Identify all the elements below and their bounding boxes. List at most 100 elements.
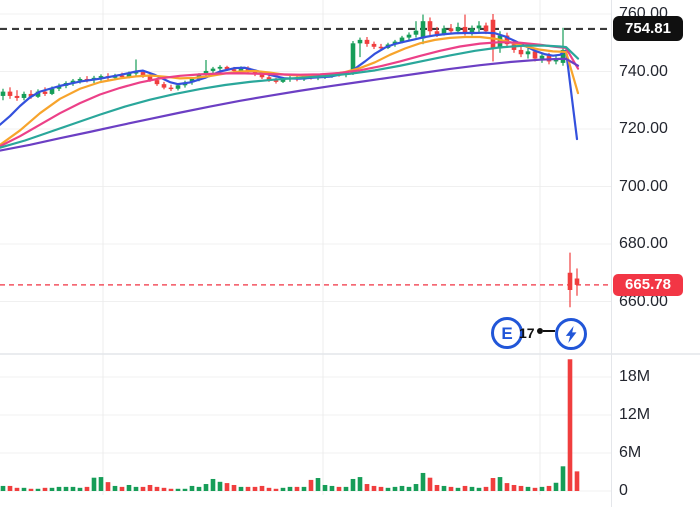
earnings-event-icon[interactable]: E (491, 317, 523, 349)
candle-body (98, 76, 104, 78)
candle-body (77, 78, 83, 81)
candle-body (119, 75, 125, 78)
ma-pink (0, 41, 580, 148)
volume-bar (280, 487, 286, 491)
candle-body (434, 31, 440, 35)
volume-bar (49, 487, 55, 491)
volume-bar (91, 477, 97, 491)
candle-body (357, 39, 363, 44)
candle-body (35, 91, 41, 97)
candle-body (133, 72, 139, 74)
volume-bar (168, 488, 174, 491)
candle-body (483, 25, 489, 32)
volume-bar (469, 486, 475, 491)
volume-axis-label: 6M (619, 444, 642, 461)
volume-bar (350, 478, 356, 491)
candle-body (224, 66, 230, 70)
volume-bar (329, 485, 335, 491)
volume-bar (217, 481, 223, 491)
candle-body (147, 76, 153, 81)
volume-bar (546, 485, 552, 491)
candle-body (259, 74, 265, 78)
candle-body (427, 21, 433, 32)
volume-bar (0, 485, 6, 491)
candle-body (413, 30, 419, 35)
candle-body (378, 46, 384, 49)
price-axis-label: 660.00 (619, 292, 668, 310)
volume-bar (245, 486, 251, 491)
candle-body (441, 28, 447, 35)
candle-body (126, 73, 132, 77)
candle-body (273, 80, 279, 82)
volume-bar (259, 485, 265, 491)
volume-bar (504, 483, 510, 491)
volume-bar (301, 486, 307, 491)
candle-body (7, 91, 13, 96)
candle-body (203, 70, 209, 75)
volume-bar (119, 486, 125, 491)
volume-bar (28, 488, 34, 491)
volume-axis-label: 18M (619, 368, 651, 385)
volume-bar (161, 487, 167, 491)
volume-bar (63, 486, 69, 491)
volume-bar (147, 484, 153, 491)
ma-slow-purple (0, 57, 580, 152)
candle-body (231, 69, 237, 71)
volume-bar (322, 484, 328, 491)
alert-event-icon[interactable] (555, 318, 587, 350)
candle-body (0, 91, 6, 96)
volume-bar (427, 477, 433, 491)
volume-bar (385, 487, 391, 491)
volume-bar (70, 486, 76, 491)
candle-body (70, 80, 76, 83)
volume-bar (490, 478, 496, 491)
candle-body (371, 43, 377, 47)
candle-body (574, 278, 580, 285)
candle-body (28, 93, 34, 97)
volume-bar (574, 471, 580, 491)
volume-bar (553, 482, 559, 491)
volume-bar (294, 486, 300, 491)
volume-bar (56, 486, 62, 491)
volume-bar (357, 477, 363, 491)
candle-body (406, 34, 412, 38)
volume-bar (126, 484, 132, 491)
candle-body (504, 35, 510, 45)
volume-bar (266, 487, 272, 491)
volume-bar (210, 478, 216, 491)
volume-bar (182, 488, 188, 491)
volume-bar (441, 485, 447, 491)
candle-body (567, 272, 573, 290)
volume-bar (14, 487, 20, 491)
candle-body (21, 93, 27, 98)
volume-bar (203, 484, 209, 491)
volume-bar (483, 486, 489, 491)
candle-body (245, 67, 251, 72)
volume-bar (539, 486, 545, 491)
candle-body (532, 51, 538, 59)
ma-teal (0, 44, 580, 149)
volume-bar (98, 477, 104, 491)
volume-bar (308, 479, 314, 491)
candle-body (420, 21, 426, 39)
candle-body (266, 77, 272, 81)
candle-body (539, 55, 545, 59)
volume-bar (189, 485, 195, 491)
volume-bar (196, 486, 202, 491)
volume-bar (525, 486, 531, 491)
price-axis-label: 700.00 (619, 177, 668, 195)
volume-bar (448, 486, 454, 491)
volume-bar (371, 485, 377, 491)
candle-body (399, 37, 405, 42)
earnings-letter: E (501, 323, 513, 343)
last-price-badge: 754.81 (613, 16, 683, 42)
volume-bar (273, 488, 279, 491)
candle-body (217, 66, 223, 69)
volume-bar (567, 359, 573, 491)
candle-body (560, 49, 566, 63)
volume-bar (252, 486, 258, 491)
volume-bar (140, 486, 146, 491)
event-connector-dot (537, 328, 543, 334)
